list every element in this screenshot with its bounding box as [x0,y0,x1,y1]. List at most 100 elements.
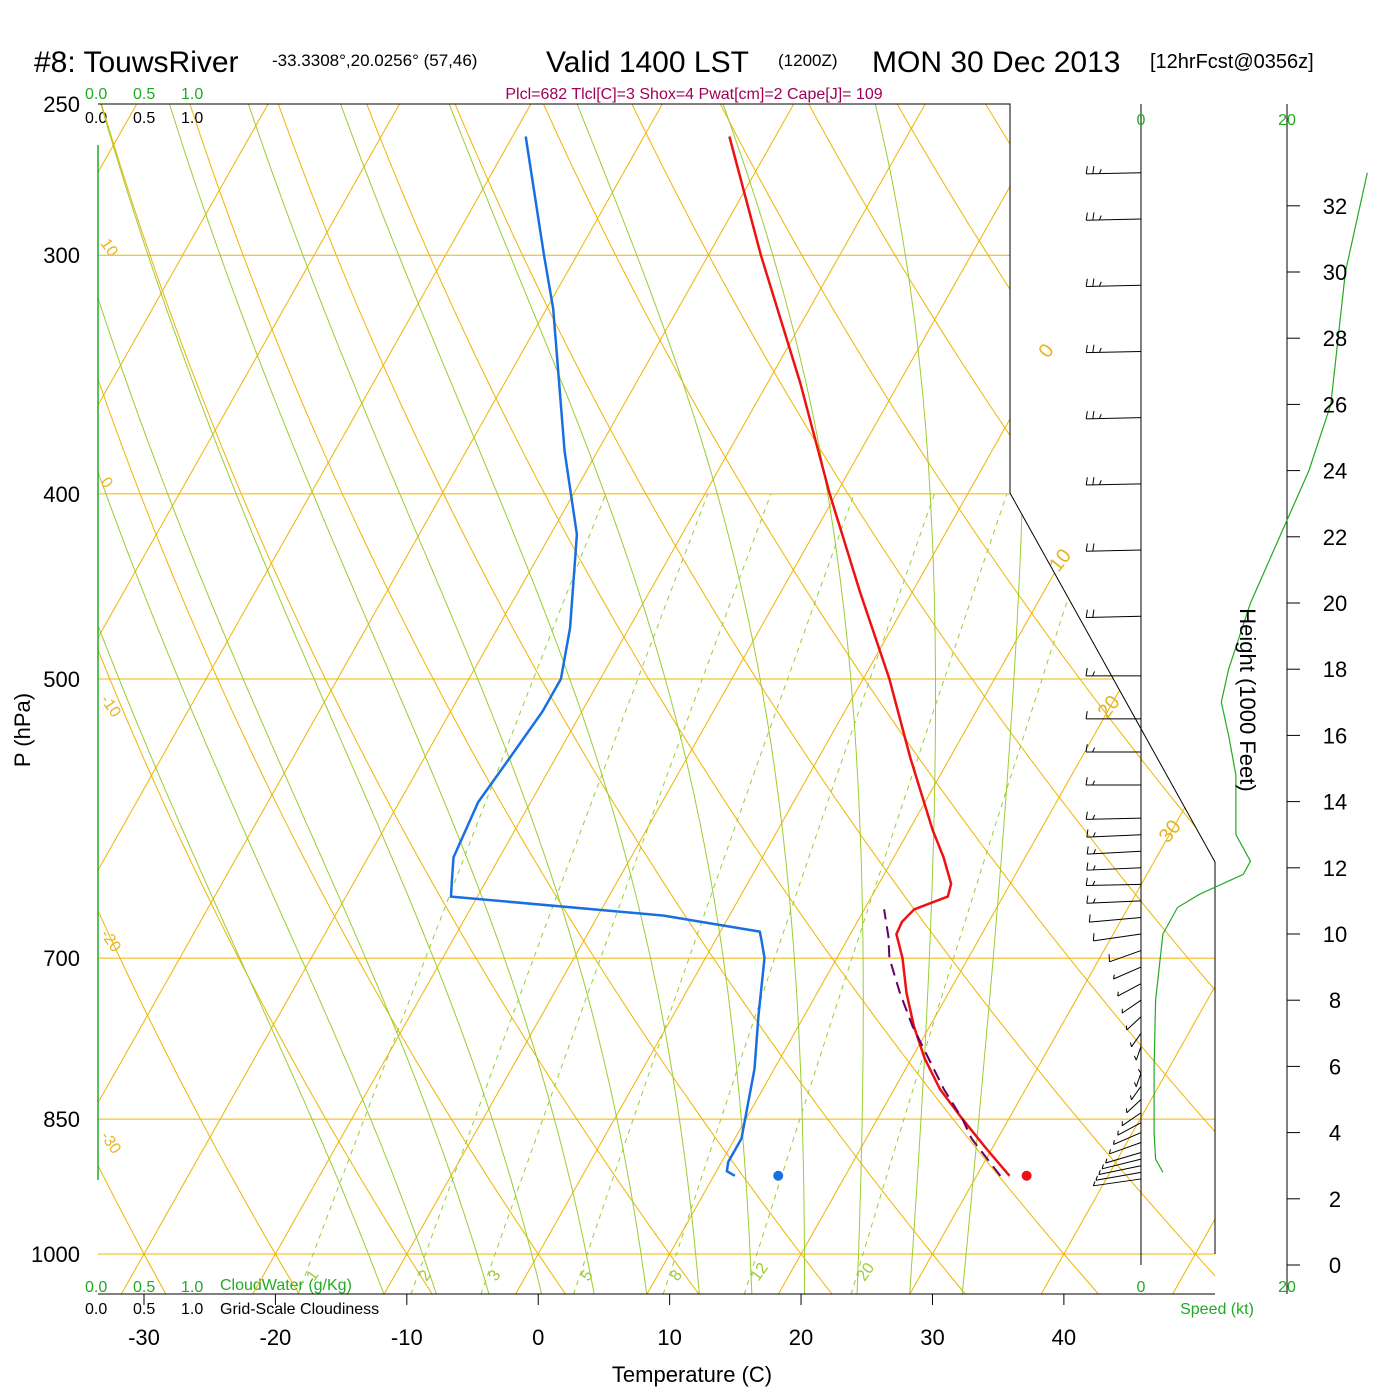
mixing-ratio-line-8 [662,493,935,1294]
barb-flag [1092,814,1096,820]
barb-flag [1095,1175,1098,1181]
speed-top-tick-20: 20 [1278,112,1296,129]
wind-barb-33 [1085,543,1142,552]
barb-flag [1085,744,1088,753]
mixing-ratio-label-5: 5 [578,1267,597,1284]
barb-flag [1085,609,1088,618]
moist-adiabat-18 [435,104,753,1294]
height-tick-16: 16 [1323,723,1347,748]
wind-barb-18 [1113,966,1142,980]
dry-adiabat--20 [98,104,300,1294]
barb-flag [1085,212,1088,221]
barb-staff [1135,1072,1142,1087]
isotherm-50 [1171,104,1215,1294]
x-tick-40: 40 [1052,1325,1076,1350]
wind-barb-2 [1098,1165,1142,1176]
wind-barb-25 [1086,846,1142,855]
barb-flag [1113,974,1115,980]
x-tick--20: -20 [260,1325,292,1350]
height-tick-6: 6 [1329,1054,1341,1079]
wind-barb-8 [1121,1112,1142,1127]
barb-staff [1086,350,1142,354]
isotherm--60 [98,104,420,1294]
barb-flag [1092,212,1095,221]
dry-adiabat--30 [98,104,167,1294]
barb-staff [1126,1099,1142,1114]
wind-barb-15 [1125,1016,1142,1031]
barb-flag [1085,711,1088,719]
mixing-ratio-line-3 [480,493,772,1294]
barb-flag [1092,477,1095,485]
barb-flag [1092,165,1095,174]
barb-flag [1088,914,1091,923]
barb-staff [1086,483,1142,486]
sounding-traces [449,136,1032,1181]
barb-flag [1086,829,1089,838]
moist-adiabat-14 [327,104,700,1294]
x-axis-label: Temperature (C) [612,1362,772,1387]
wind-panel: 00202040406060 [1085,112,1368,1296]
barb-flag [1092,1181,1096,1186]
height-tick-18: 18 [1323,657,1347,682]
barb-flag [1092,832,1096,837]
valid-date: MON 30 Dec 2013 [872,46,1120,79]
dry-adiabat-0 [98,104,567,1294]
wind-barb-36 [1085,344,1142,354]
barb-staff [1135,1046,1142,1061]
adiabat-label-10: 10 [97,236,121,260]
x-tick--10: -10 [391,1325,423,1350]
isotherm--90 [0,70,24,1294]
dry-adiabat-130 [1139,104,1215,1294]
barb-flag [1098,169,1102,174]
wind-barb-19 [1108,950,1142,963]
adiabat-label--10: -10 [97,692,124,721]
height-tick-12: 12 [1323,856,1347,881]
barb-flag [1085,344,1088,353]
wind-barb-37 [1085,278,1142,287]
dry-adiabat-110 [964,104,1215,1294]
wind-barb-6 [1113,1132,1142,1145]
moist-adiabat--2 [98,104,490,1294]
barb-staff [1086,834,1142,838]
isotherm--20 [252,104,945,1294]
mixing-ratio-line-5 [572,493,855,1294]
height-tick-2: 2 [1329,1187,1341,1212]
isotherm-label-30: 30 [1155,816,1186,847]
isotherm--30 [120,104,814,1294]
dry-adiabat-80 [702,104,1215,1294]
barb-flag [1086,846,1089,855]
height-tick-10: 10 [1323,922,1347,947]
barb-staff [1086,549,1142,552]
isotherm--50 [98,104,551,1294]
top-black-scale-0: 0.0 [85,110,107,127]
isotherm-label-10: 10 [1045,545,1076,576]
moist-adiabat-10 [236,104,648,1294]
wind-barb-29 [1085,744,1141,753]
barb-flag [1085,166,1088,174]
barb-staff [1117,1122,1142,1136]
height-tick-22: 22 [1323,525,1347,550]
mixing-ratio-line-1 [297,493,607,1294]
barb-flag [1092,865,1096,871]
x-tick-0: 0 [532,1325,544,1350]
surface-dewpoint-dot [773,1170,784,1181]
barb-staff [1086,284,1142,287]
surface-temperature-dot [1021,1170,1032,1181]
barb-flag [1092,410,1095,419]
dry-adiabat-20 [178,104,833,1294]
barb-flag [1092,933,1095,941]
barb-flag [1085,543,1088,552]
barb-staff [1086,900,1142,904]
barb-staff [1105,1151,1142,1164]
wind-barb-9 [1125,1099,1142,1114]
barb-flag [1085,668,1088,676]
wind-barb-14 [1129,1033,1142,1048]
wind-barb-32 [1085,609,1142,618]
height-tick-28: 28 [1323,326,1347,351]
height-tick-30: 30 [1323,260,1347,285]
barb-staff [1098,1165,1142,1176]
speed-bottom-tick-20: 20 [1278,1279,1296,1296]
barb-flag [1113,1140,1115,1145]
